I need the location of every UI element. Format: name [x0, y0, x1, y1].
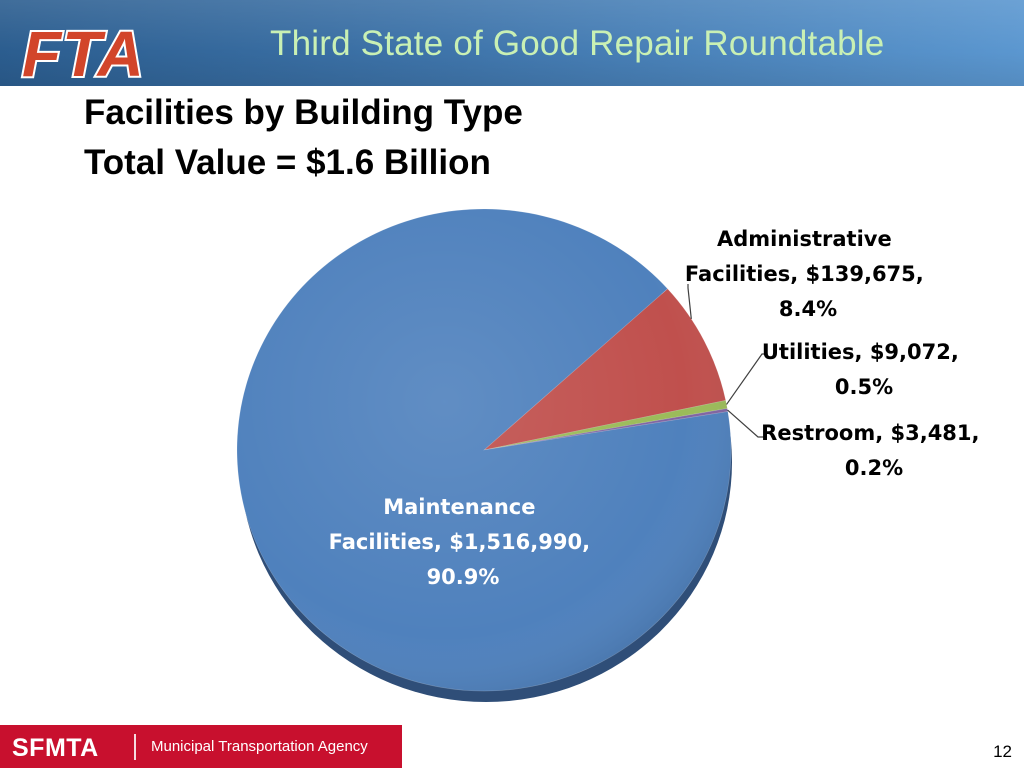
leader-line-administrative — [687, 284, 692, 320]
pie-chart: Maintenance Facilities, $1,516,990, 90.9… — [236, 208, 987, 702]
slide-title-line2: Total Value = $1.6 Billion — [84, 143, 491, 182]
data-label-administrative-line1: Administrative — [717, 227, 892, 251]
header-title: Third State of Good Repair Roundtable — [270, 24, 885, 63]
leader-line-restroom — [727, 409, 766, 438]
slide-title-line1: Facilities by Building Type — [84, 93, 523, 132]
data-label-administrative-line3: 8.4% — [779, 297, 837, 321]
data-label-restroom: Restroom, $3,481, 0.2% — [761, 421, 987, 480]
data-label-restroom-line1: Restroom, $3,481, — [761, 421, 979, 445]
leader-lines — [687, 284, 766, 438]
header-bar: FTA Third State of Good Repair Roundtabl… — [0, 0, 1024, 86]
data-label-maintenance: Maintenance Facilities, $1,516,990, 90.9… — [329, 495, 598, 589]
data-label-restroom-line2: 0.2% — [845, 456, 903, 480]
data-label-administrative-line2: Facilities, $139,675, — [685, 262, 924, 286]
agency-name: Municipal Transportation Agency — [151, 738, 368, 755]
fta-logo-text: FTA — [22, 18, 145, 86]
leader-line-utilities — [726, 353, 766, 405]
header-sheen — [0, 0, 1024, 86]
slide-title: Facilities by Building Type Total Value … — [84, 88, 523, 188]
footer-divider — [134, 734, 136, 760]
data-label-maintenance-line3: 90.9% — [427, 565, 500, 589]
fta-logo: FTA — [20, 16, 146, 86]
data-label-maintenance-line1: Maintenance — [383, 495, 535, 519]
pie-slices — [236, 208, 732, 692]
data-label-utilities-line1: Utilities, $9,072, — [762, 340, 959, 364]
pie-slice-maintenance — [236, 208, 732, 692]
footer-bar: SFMTA Municipal Transportation Agency — [0, 725, 402, 768]
sfmta-logo: SFMTA — [12, 734, 99, 762]
data-label-utilities-line2: 0.5% — [835, 375, 893, 399]
data-label-utilities: Utilities, $9,072, 0.5% — [762, 340, 966, 399]
data-label-maintenance-line2: Facilities, $1,516,990, — [329, 530, 590, 554]
page-number: 12 — [993, 742, 1012, 761]
data-label-administrative: Administrative Facilities, $139,675, 8.4… — [685, 227, 931, 321]
